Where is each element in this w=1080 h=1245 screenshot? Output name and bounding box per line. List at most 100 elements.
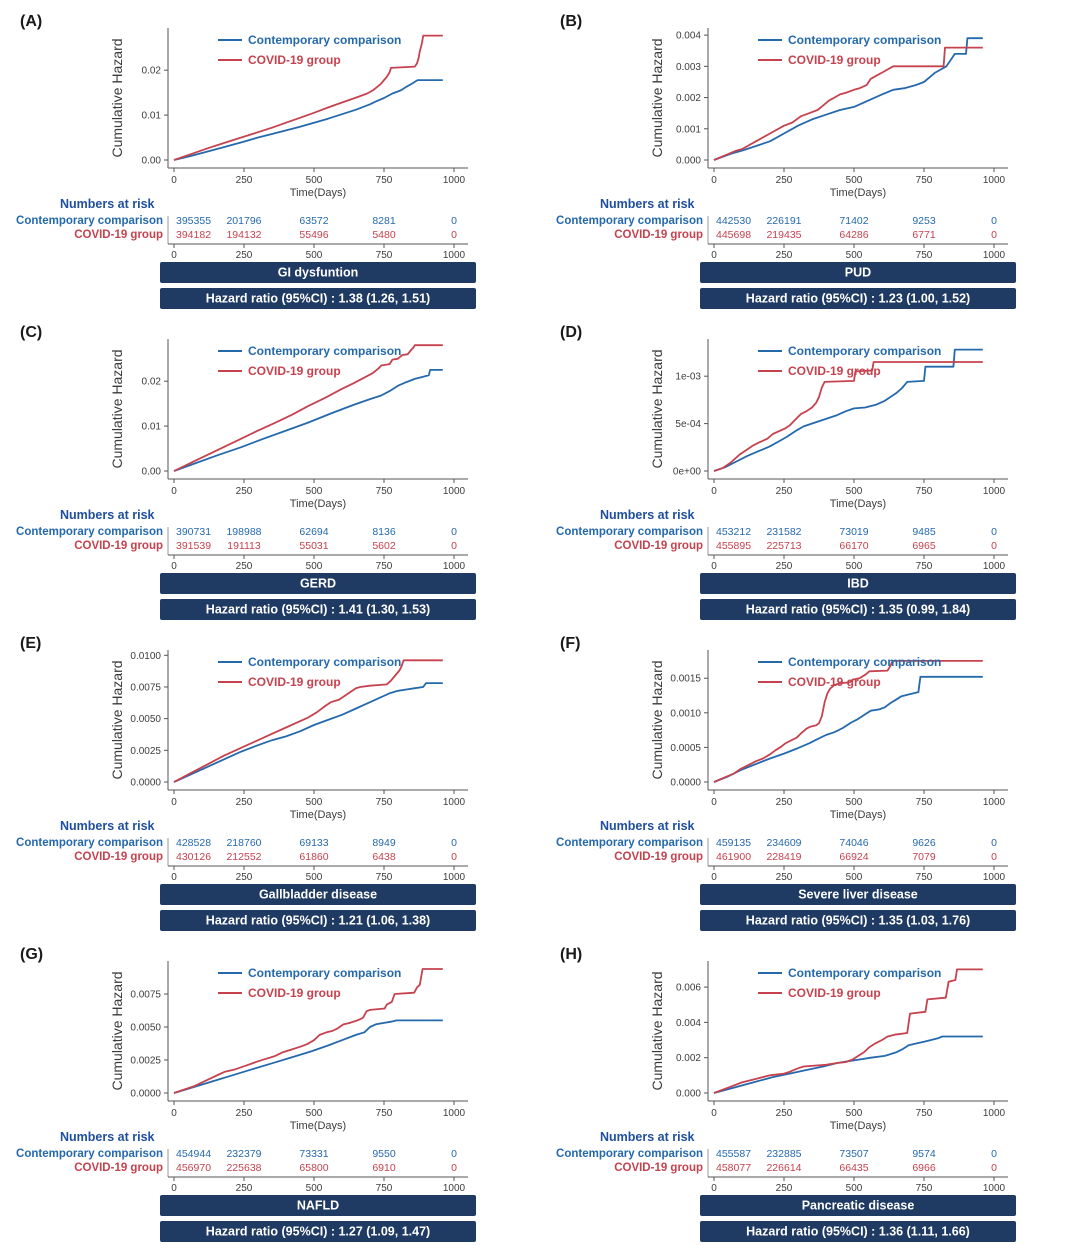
panel-a: (A) Cumulative Hazard 0.00 0.01 0.02 0 250 500 7… xyxy=(0,0,540,311)
risk-count: 55031 xyxy=(299,540,328,552)
hazard-ratio-banner-label: Hazard ratio (95%CI) : 1.41 (1.30, 1.53) xyxy=(206,603,430,617)
risk-row-label: Contemporary comparison xyxy=(16,215,163,227)
x-axis-title: Time(Days) xyxy=(290,187,346,199)
disease-banner xyxy=(160,1195,476,1216)
y-axis-title: Cumulative Hazard xyxy=(649,349,665,468)
risk-count: 0 xyxy=(451,526,457,538)
risk-count: 7079 xyxy=(912,851,936,863)
disease-banner xyxy=(700,1195,1016,1216)
risk-count: 453212 xyxy=(716,526,751,538)
y-axis-title: Cumulative Hazard xyxy=(649,660,665,779)
hazard-ratio-banner-label: Hazard ratio (95%CI) : 1.21 (1.06, 1.38) xyxy=(206,914,430,928)
curve-covid19-group xyxy=(173,659,443,783)
y-tick-label: 0.0100 xyxy=(130,651,161,662)
risk-tick-label: 1000 xyxy=(983,872,1006,883)
risk-tick-label: 1000 xyxy=(983,250,1006,261)
numbers-at-risk-heading: Numbers at risk xyxy=(60,508,155,522)
disease-banner-label: PUD xyxy=(845,266,871,280)
risk-count: 0 xyxy=(451,851,457,863)
risk-row-label: COVID-19 group xyxy=(74,540,163,552)
risk-row-label: Contemporary comparison xyxy=(556,837,703,849)
risk-tick-label: 500 xyxy=(846,561,863,572)
risk-row-label: Contemporary comparison xyxy=(556,215,703,227)
risk-count: 73331 xyxy=(299,1148,328,1160)
disease-banner xyxy=(160,884,476,905)
hazard-ratio-banner xyxy=(700,1221,1016,1242)
risk-count: 0 xyxy=(451,837,457,849)
x-tick-label: 250 xyxy=(776,175,793,186)
hazard-ratio-banner-label: Hazard ratio (95%CI) : 1.35 (1.03, 1.76) xyxy=(746,914,970,928)
hazard-ratio-banner xyxy=(700,599,1016,620)
x-tick-label: 750 xyxy=(916,175,933,186)
risk-row-label: Contemporary comparison xyxy=(16,526,163,538)
legend-label-covid19: COVID-19 group xyxy=(248,986,341,1000)
x-axis-title: Time(Days) xyxy=(830,498,886,510)
risk-tick-label: 750 xyxy=(916,1183,933,1194)
y-tick-label: 0.004 xyxy=(676,1018,701,1029)
risk-count: 0 xyxy=(451,1162,457,1174)
risk-count: 231582 xyxy=(766,526,801,538)
risk-count: 212552 xyxy=(226,851,261,863)
curve-covid19-group xyxy=(173,344,443,472)
x-tick-label: 250 xyxy=(236,1108,253,1119)
risk-tick-label: 0 xyxy=(711,561,717,572)
risk-tick-label: 250 xyxy=(776,872,793,883)
x-tick-label: 0 xyxy=(711,175,717,186)
risk-tick-label: 500 xyxy=(846,250,863,261)
risk-count: 455895 xyxy=(716,540,751,552)
risk-tick-label: 0 xyxy=(711,872,717,883)
numbers-at-risk-heading: Numbers at risk xyxy=(60,197,155,211)
legend-label-covid19: COVID-19 group xyxy=(788,364,881,378)
risk-tick-label: 500 xyxy=(306,872,323,883)
x-tick-label: 750 xyxy=(376,797,393,808)
hazard-ratio-banner xyxy=(160,910,476,931)
x-tick-label: 250 xyxy=(776,1108,793,1119)
x-tick-label: 750 xyxy=(376,175,393,186)
risk-tick-label: 250 xyxy=(776,561,793,572)
curve-contemporary-comparison xyxy=(173,682,443,783)
y-axis-title: Cumulative Hazard xyxy=(109,38,125,157)
y-tick-label: 0.006 xyxy=(676,983,701,994)
risk-count: 6771 xyxy=(912,229,936,241)
y-tick-label: 0.01 xyxy=(142,111,162,122)
x-tick-label: 1000 xyxy=(983,175,1006,186)
panel-d-canvas: (D) Cumulative Hazard 0e+00 5e-04 1e-03 0 250 5… xyxy=(556,324,1016,620)
disease-banner xyxy=(700,573,1016,594)
risk-tick-label: 250 xyxy=(776,250,793,261)
risk-tick-label: 500 xyxy=(846,1183,863,1194)
risk-count: 69133 xyxy=(299,837,328,849)
risk-count: 442530 xyxy=(716,215,751,227)
y-tick-label: 0.0000 xyxy=(670,778,701,789)
risk-count: 61860 xyxy=(299,851,328,863)
x-axis-title: Time(Days) xyxy=(830,187,886,199)
risk-count: 391539 xyxy=(176,540,211,552)
y-tick-label: 0.0050 xyxy=(130,1023,161,1034)
disease-banner-label: NAFLD xyxy=(297,1199,339,1213)
risk-count: 6910 xyxy=(372,1162,396,1174)
risk-count: 459135 xyxy=(716,837,751,849)
y-tick-label: 0.000 xyxy=(676,156,701,167)
x-axis-title: Time(Days) xyxy=(290,498,346,510)
x-tick-label: 750 xyxy=(916,486,933,497)
risk-count: 8136 xyxy=(372,526,396,538)
y-tick-label: 5e-04 xyxy=(675,419,701,430)
curve-covid19-group xyxy=(713,361,983,472)
y-tick-label: 0.01 xyxy=(142,422,162,433)
disease-banner-label: Pancreatic disease xyxy=(802,1199,915,1213)
y-tick-label: 0.02 xyxy=(142,377,162,388)
panel-c: (C) Cumulative Hazard 0.00 0.01 0.02 0 250 500 7… xyxy=(0,311,540,622)
risk-tick-label: 250 xyxy=(236,1183,253,1194)
legend-label-contemporary: Contemporary comparison xyxy=(248,344,401,358)
risk-tick-label: 1000 xyxy=(443,1183,466,1194)
x-tick-label: 250 xyxy=(236,486,253,497)
numbers-at-risk-heading: Numbers at risk xyxy=(600,1130,695,1144)
risk-count: 9550 xyxy=(372,1148,396,1160)
legend-label-contemporary: Contemporary comparison xyxy=(248,655,401,669)
risk-tick-label: 1000 xyxy=(983,561,1006,572)
risk-count: 62694 xyxy=(299,526,328,538)
x-tick-label: 250 xyxy=(236,175,253,186)
disease-banner xyxy=(700,262,1016,283)
panel-g-canvas: (G) Cumulative Hazard 0.0000 0.0025 0.0050 0.… xyxy=(16,946,476,1242)
risk-count: 218760 xyxy=(226,837,261,849)
x-tick-label: 500 xyxy=(306,797,323,808)
